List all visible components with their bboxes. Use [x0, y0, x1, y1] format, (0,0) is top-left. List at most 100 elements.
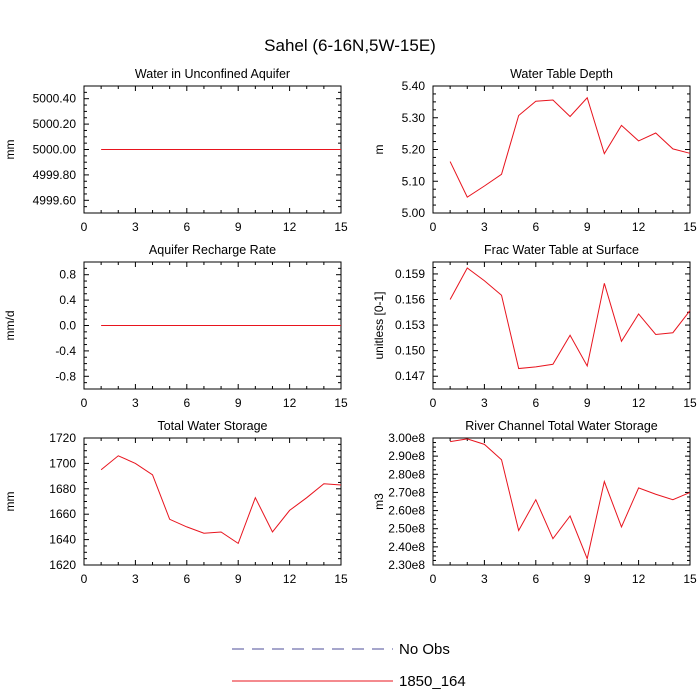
y-tick-label: 3.00e8: [388, 431, 425, 445]
y-axis-label: mm: [3, 140, 17, 160]
y-tick-label: 5000.00: [33, 143, 77, 157]
y-tick-label: 5000.40: [33, 92, 77, 106]
x-tick-label: 9: [235, 396, 242, 410]
y-tick-label: 0.150: [395, 344, 425, 358]
x-tick-label: 12: [283, 396, 297, 410]
x-tick-label: 0: [430, 572, 437, 586]
y-tick-label: 2.70e8: [388, 485, 425, 499]
y-tick-label: 2.30e8: [388, 558, 425, 572]
x-tick-label: 6: [532, 220, 539, 234]
panels: Water in Unconfined Aquifer mm 0 3 6 9 12 15 499…: [3, 67, 697, 586]
series-line: [449, 267, 691, 370]
x-tick-label: 9: [235, 572, 242, 586]
x-tick-label: 3: [132, 220, 139, 234]
y-tick-label: 5000.20: [33, 117, 77, 131]
x-tick-label: 6: [532, 572, 539, 586]
panel-title: Aquifer Recharge Rate: [149, 243, 276, 257]
figure-title: Sahel (6-16N,5W-15E): [264, 36, 436, 55]
y-tick-label: 5.20: [402, 143, 426, 157]
x-tick-label: 15: [683, 396, 697, 410]
x-tick-label: 6: [532, 396, 539, 410]
x-tick-label: 9: [235, 220, 242, 234]
panel-title: Water Table Depth: [510, 67, 613, 81]
y-tick-label: 0.4: [59, 293, 76, 307]
plot-frame: [432, 437, 691, 566]
x-tick-label: 3: [481, 396, 488, 410]
panel-title: River Channel Total Water Storage: [465, 419, 658, 433]
y-tick-label: 2.50e8: [388, 522, 425, 536]
y-axis-label: m: [372, 145, 386, 155]
legend-label-1850-164: 1850_164: [399, 673, 466, 690]
x-tick-label: 9: [584, 396, 591, 410]
y-tick-label: 0.159: [395, 267, 425, 281]
x-tick-label: 15: [683, 572, 697, 586]
y-tick-label: -0.8: [55, 369, 76, 383]
y-axis-label: unitless [0-1]: [372, 291, 386, 359]
series-line: [449, 96, 691, 198]
x-tick-label: 3: [132, 396, 139, 410]
chart-panel: Total Water Storage mm 0 3 6 9 12 15 1620 1640 166…: [3, 419, 348, 586]
panel-title: Frac Water Table at Surface: [484, 243, 639, 257]
y-tick-label: 0.153: [395, 318, 425, 332]
y-tick-label: 2.60e8: [388, 504, 425, 518]
x-tick-label: 6: [183, 572, 190, 586]
legend-label-no-obs: No Obs: [399, 641, 450, 658]
x-tick-label: 0: [81, 220, 88, 234]
x-tick-label: 15: [334, 396, 348, 410]
y-tick-label: 5.30: [402, 111, 426, 125]
x-tick-label: 3: [132, 572, 139, 586]
series-line: [100, 455, 342, 545]
chart-panel: Aquifer Recharge Rate mm/d 0 3 6 9 12 15 -0.8 -0.…: [3, 243, 348, 410]
x-tick-label: 15: [683, 220, 697, 234]
x-tick-label: 0: [430, 396, 437, 410]
x-tick-label: 6: [183, 220, 190, 234]
x-tick-label: 12: [283, 220, 297, 234]
y-tick-label: 4999.60: [33, 193, 77, 207]
y-tick-label: 4999.80: [33, 168, 77, 182]
x-tick-label: 0: [430, 220, 437, 234]
x-tick-label: 9: [584, 572, 591, 586]
x-tick-label: 12: [632, 220, 646, 234]
y-axis-label: mm/d: [3, 311, 17, 341]
y-tick-label: 5.00: [402, 206, 426, 220]
y-tick-label: 1680: [49, 482, 76, 496]
plot-frame: [432, 261, 691, 390]
x-tick-label: 15: [334, 572, 348, 586]
legend: No Obs 1850_164: [232, 641, 466, 690]
series-line: [450, 438, 691, 561]
x-tick-label: 12: [632, 396, 646, 410]
y-tick-label: 1700: [49, 456, 76, 470]
panel-title: Water in Unconfined Aquifer: [135, 67, 290, 81]
y-tick-label: 2.90e8: [388, 449, 425, 463]
x-tick-label: 15: [334, 220, 348, 234]
chart-panel: Water Table Depth m 0 3 6 9 12 15 5.00 5.10 5.20 5.…: [372, 67, 697, 234]
y-tick-label: 0.8: [59, 268, 76, 282]
x-tick-label: 12: [283, 572, 297, 586]
y-tick-label: 1620: [49, 558, 76, 572]
chart-panel: Water in Unconfined Aquifer mm 0 3 6 9 12 15 499…: [3, 67, 348, 234]
x-tick-label: 9: [584, 220, 591, 234]
y-tick-label: 2.80e8: [388, 467, 425, 481]
x-tick-label: 12: [632, 572, 646, 586]
x-tick-label: 6: [183, 396, 190, 410]
y-tick-label: 2.40e8: [388, 540, 425, 554]
y-axis-label: mm: [3, 492, 17, 512]
chart-panel: River Channel Total Water Storage m3 0 3 6 9 1…: [372, 419, 697, 586]
y-tick-label: 5.40: [402, 79, 426, 93]
x-tick-label: 0: [81, 396, 88, 410]
y-tick-label: 1660: [49, 507, 76, 521]
y-tick-label: 1720: [49, 431, 76, 445]
y-tick-label: 0.0: [59, 319, 76, 333]
y-tick-label: -0.4: [55, 344, 76, 358]
chart-panel: Frac Water Table at Surface unitless [0-1…: [372, 243, 697, 410]
y-axis-label: m3: [372, 493, 386, 510]
plot-frame: [83, 437, 342, 566]
x-tick-label: 0: [81, 572, 88, 586]
y-tick-label: 0.156: [395, 293, 425, 307]
x-tick-label: 3: [481, 572, 488, 586]
panel-title: Total Water Storage: [157, 419, 267, 433]
y-tick-label: 0.147: [395, 369, 425, 383]
x-tick-label: 3: [481, 220, 488, 234]
y-tick-label: 5.10: [402, 174, 426, 188]
